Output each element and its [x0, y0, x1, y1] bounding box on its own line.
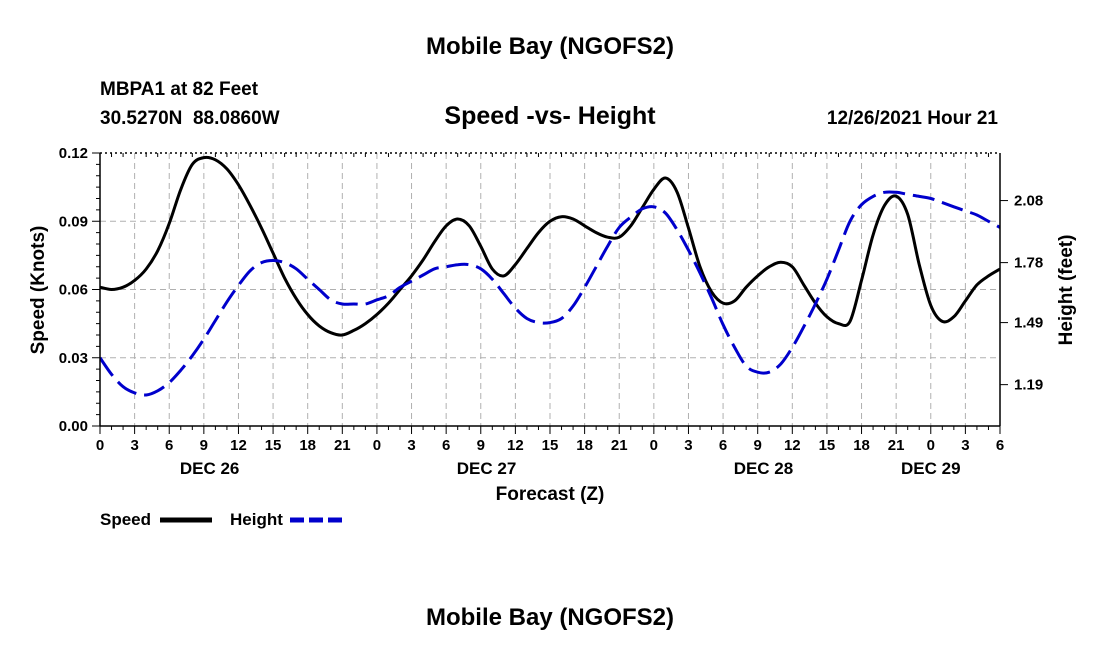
x-tick-label: 9	[754, 437, 762, 454]
x-tick-label: 18	[299, 437, 316, 454]
y2-tick-label: 1.49	[1014, 315, 1043, 332]
y2-axis-label: Height (feet)	[1056, 235, 1077, 346]
x-tick-label: 6	[996, 437, 1004, 454]
x-tick-label: 21	[334, 437, 351, 454]
y-axis-label: Speed (Knots)	[28, 226, 49, 355]
x-axis-label: Forecast (Z)	[496, 484, 605, 505]
x-tick-label: 15	[265, 437, 282, 454]
x-tick-label: 12	[507, 437, 524, 454]
station-name: MBPA1 at 82 Feet	[100, 79, 259, 100]
x-tick-label: 0	[373, 437, 381, 454]
x-tick-label: 21	[611, 437, 628, 454]
series-line-height	[100, 190, 1000, 397]
x-tick-label: 0	[96, 437, 104, 454]
x-tick-label: 15	[819, 437, 836, 454]
y2-tick-label: 1.78	[1014, 255, 1043, 272]
legend: Speed Height	[100, 510, 342, 529]
x-tick-label: 18	[853, 437, 870, 454]
date-label: DEC 28	[734, 459, 794, 478]
y2-tick-label: 1.19	[1014, 377, 1043, 394]
date-label: DEC 26	[180, 459, 240, 478]
x-tick-label: 12	[230, 437, 247, 454]
forecast-timestamp: 12/26/2021 Hour 21	[827, 108, 999, 129]
x-tick-label: 6	[719, 437, 727, 454]
x-tick-label: 0	[927, 437, 935, 454]
x-tick-label: 3	[407, 437, 415, 454]
x-tick-label: 12	[784, 437, 801, 454]
chart-title: Speed -vs- Height	[444, 102, 656, 130]
y-tick-label: 0.09	[59, 213, 88, 230]
plot-area: 0 3 6 9 12 15 18 21 0 3 6 9 12 15 18 21 0 3 6 9 12 15 18 21 0 3 6 0…	[59, 145, 1043, 478]
footer-title: Mobile Bay (NGOFS2)	[426, 604, 674, 631]
y-tick-label: 0.03	[59, 350, 88, 367]
x-tick-label: 3	[961, 437, 969, 454]
series-line-speed	[100, 155, 1000, 337]
x-tick-label: 6	[442, 437, 450, 454]
station-coords: 30.5270N 88.0860W	[100, 108, 280, 129]
x-tick-label: 18	[576, 437, 593, 454]
y-tick-label: 0.06	[59, 282, 88, 299]
date-label: DEC 29	[901, 459, 961, 478]
x-tick-label: 0	[650, 437, 658, 454]
x-tick-label: 9	[477, 437, 485, 454]
x-tick-label: 3	[130, 437, 138, 454]
x-tick-label: 9	[200, 437, 208, 454]
legend-label-height: Height	[230, 510, 283, 529]
x-tick-label: 21	[888, 437, 905, 454]
date-label: DEC 27	[457, 459, 517, 478]
legend-label-speed: Speed	[100, 510, 151, 529]
page-title: Mobile Bay (NGOFS2)	[426, 33, 674, 60]
x-tick-label: 3	[684, 437, 692, 454]
y-tick-label: 0.12	[59, 145, 88, 162]
y2-tick-label: 2.08	[1014, 193, 1043, 210]
x-tick-label: 6	[165, 437, 173, 454]
y-tick-label: 0.00	[59, 418, 88, 435]
x-tick-label: 15	[542, 437, 559, 454]
